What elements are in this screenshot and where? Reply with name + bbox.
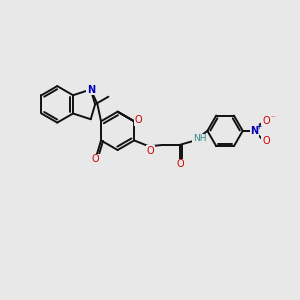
Text: N: N — [87, 85, 95, 94]
Text: +: + — [255, 122, 262, 131]
Text: ⁻: ⁻ — [270, 114, 274, 123]
Text: O: O — [91, 154, 99, 164]
Text: O: O — [262, 116, 270, 126]
Text: O: O — [147, 146, 154, 156]
Text: O: O — [134, 115, 142, 125]
Text: NH: NH — [193, 134, 206, 143]
Text: O: O — [176, 159, 184, 169]
Text: O: O — [262, 136, 270, 146]
Text: N: N — [250, 126, 259, 136]
